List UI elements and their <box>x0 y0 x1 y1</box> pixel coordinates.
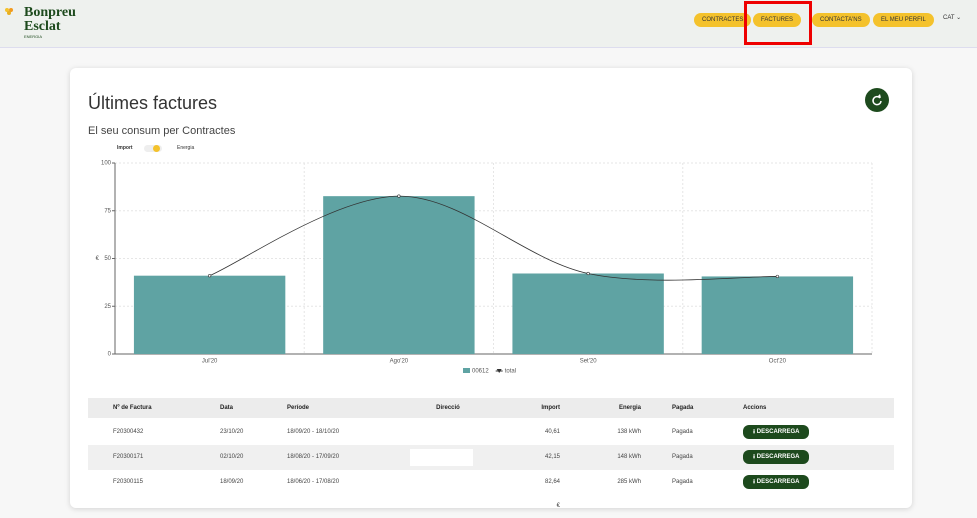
table-cell: Pagada <box>672 429 693 435</box>
table-cell: 285 kWh <box>617 479 641 485</box>
lang: CAT <box>943 15 955 21</box>
table-cell: Pagada <box>672 454 693 460</box>
column-header: Accions <box>743 405 767 411</box>
lang-select[interactable]: CAT ⌄ <box>943 15 962 21</box>
highlight-box <box>744 1 812 45</box>
brand: Bonpreu <box>24 5 76 20</box>
nav-button[interactable]: EL MEU PERFIL <box>873 13 934 27</box>
button-label: DESCARREGA <box>756 454 800 460</box>
bar <box>323 196 475 354</box>
column-header: Import <box>541 405 560 411</box>
column-header: Pagada <box>672 405 694 411</box>
x-tick-label: Set'20 <box>580 359 597 365</box>
card-subtitle: El seu consum per Contractes <box>88 125 236 137</box>
invoice-table: Nº de Factura Data Període Direcció Import En… <box>88 398 894 509</box>
bar <box>701 276 854 354</box>
nav-button[interactable]: CONTRACTES <box>694 13 752 27</box>
logo-mark <box>4 2 14 15</box>
x-tick-label: Oct'20 <box>769 359 787 365</box>
toggle-label: Energia <box>177 145 195 151</box>
bar <box>512 273 664 354</box>
header-row <box>88 398 894 418</box>
table-cell: F20300171 <box>113 454 144 460</box>
line <box>209 195 778 281</box>
line-point <box>397 194 401 198</box>
table-cell: F20300432 <box>113 429 144 435</box>
y-tick-label: 25 <box>104 304 111 310</box>
card-title: Últimes factures <box>88 93 218 113</box>
table-cell: 23/10/20 <box>220 429 244 435</box>
toggle-label: Import <box>117 145 133 151</box>
nav-button[interactable]: CONTACTA'NS <box>812 13 870 27</box>
x-tick-label: Ago'20 <box>390 359 409 365</box>
table-cell: 138 kWh <box>617 429 641 435</box>
table-cell: 18/08/20 - 17/09/20 <box>287 454 340 460</box>
column-header: Energia <box>618 405 641 411</box>
nav-button[interactable]: FACTURES <box>753 13 802 27</box>
y-tick-label: 50 <box>104 256 111 262</box>
bar <box>133 275 286 354</box>
download-button[interactable]: ⭳ DESCARREGA <box>743 450 810 464</box>
table-cell: 02/10/20 <box>220 454 244 460</box>
download-icon: ⭳ <box>753 454 757 460</box>
toggle[interactable] <box>144 145 162 152</box>
table-cell: Pagada <box>672 479 693 485</box>
column-header: Data <box>220 405 234 411</box>
table-cell: 82,64 € <box>544 479 560 509</box>
chart: €0 25 50 75 100 Jul'20 Ago'20 Set'20 Oct'20 00612… <box>96 161 873 375</box>
y-axis-label: € <box>96 256 100 262</box>
y-tick-label: 100 <box>101 161 112 167</box>
table-cell: 40,61 € <box>544 429 560 459</box>
column-header: Direcció <box>436 405 460 411</box>
line-point <box>208 274 212 278</box>
table-cell: 18/09/20 - 18/10/20 <box>287 429 340 435</box>
y-tick-label: 0 <box>108 352 112 358</box>
download-icon: ⭳ <box>753 429 757 435</box>
button-label: DESCARREGA <box>756 429 800 435</box>
brand-sub: ENERGIA <box>24 34 43 39</box>
download-button[interactable]: ⭳ DESCARREGA <box>743 425 810 439</box>
header: Bonpreu Esclat ENERGIA CONTRACTES FACTUR… <box>0 0 977 48</box>
table-cell: 148 kWh <box>617 454 641 460</box>
line-point <box>775 274 779 279</box>
refresh-button[interactable] <box>865 88 889 117</box>
column-header: Nº de Factura <box>113 405 152 411</box>
brand: Esclat <box>24 19 61 34</box>
download-icon: ⭳ <box>753 479 757 485</box>
x-tick-label: Jul'20 <box>202 359 218 365</box>
table-cell: F20300115 <box>113 479 143 485</box>
legend-label: 00612 <box>472 369 489 375</box>
legend-swatch <box>496 369 502 373</box>
download-button[interactable]: ⭳ DESCARREGA <box>743 475 810 489</box>
column-header: Període <box>287 405 310 411</box>
table-cell: 18/09/20 <box>220 479 244 485</box>
legend-swatch <box>463 368 470 373</box>
table-cell: 42,15 € <box>544 454 560 484</box>
table-cell: 18/06/20 - 17/08/20 <box>287 479 340 485</box>
y-tick-label: 75 <box>104 208 111 214</box>
legend-label: total <box>505 369 516 375</box>
line-point <box>586 271 590 276</box>
address-field <box>410 449 473 466</box>
button-label: DESCARREGA <box>756 479 800 485</box>
